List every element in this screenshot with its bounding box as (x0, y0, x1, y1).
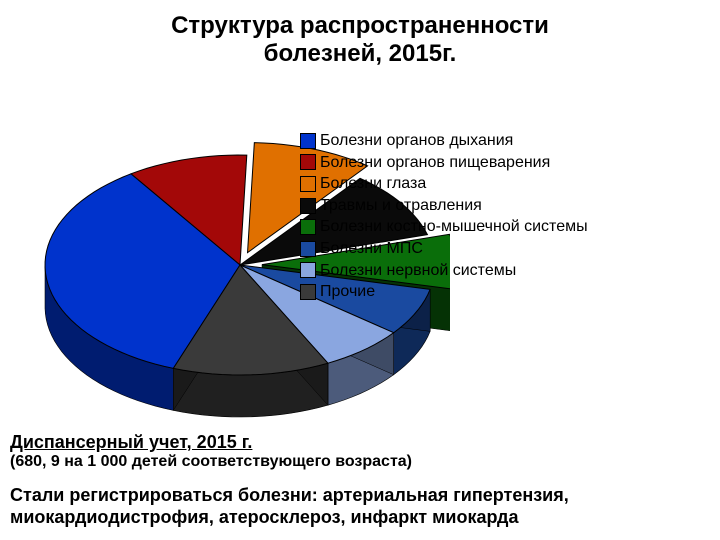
chart-title-line2: болезней, 2015г. (264, 40, 457, 67)
chart-legend: Болезни органов дыханияБолезни органов п… (300, 130, 700, 303)
footer-heading: Диспансерный учет, 2015 г. (10, 432, 710, 453)
legend-item: Болезни костно-мышечной системы (300, 216, 700, 238)
legend-item: Болезни глаза (300, 173, 700, 195)
footer-body: Стали регистрироваться болезни: артериал… (10, 485, 710, 528)
legend-item: Болезни органов пищеварения (300, 152, 700, 174)
legend-label: Болезни МПС (320, 238, 423, 260)
legend-swatch (300, 284, 316, 300)
legend-swatch (300, 198, 316, 214)
legend-swatch (300, 219, 316, 235)
legend-label: Болезни нервной системы (320, 260, 516, 282)
legend-label: Травмы и отравления (320, 195, 482, 217)
legend-item: Травмы и отравления (300, 195, 700, 217)
legend-label: Прочие (320, 281, 375, 303)
legend-label: Болезни органов дыхания (320, 130, 513, 152)
legend-item: Болезни нервной системы (300, 260, 700, 282)
legend-swatch (300, 154, 316, 170)
legend-swatch (300, 133, 316, 149)
legend-label: Болезни костно-мышечной системы (320, 216, 588, 238)
legend-label: Болезни органов пищеварения (320, 152, 550, 174)
legend-swatch (300, 176, 316, 192)
chart-title-line1: Структура распространенности (171, 12, 549, 39)
legend-swatch (300, 241, 316, 257)
legend-item: Прочие (300, 281, 700, 303)
footer-subheading: (680, 9 на 1 000 детей соответствующего … (10, 453, 710, 471)
legend-item: Болезни органов дыхания (300, 130, 700, 152)
legend-item: Болезни МПС (300, 238, 700, 260)
legend-swatch (300, 262, 316, 278)
footer-text-block: Диспансерный учет, 2015 г. (680, 9 на 1 … (10, 432, 710, 528)
chart-title: Структура распространенности болезней, 2… (0, 12, 720, 67)
legend-label: Болезни глаза (320, 173, 426, 195)
